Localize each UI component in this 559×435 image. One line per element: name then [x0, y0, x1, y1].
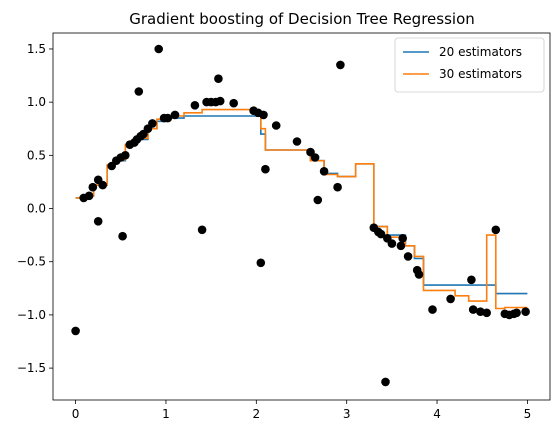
- data-point: [118, 231, 127, 241]
- x-tick-label: 5: [524, 407, 532, 421]
- data-point: [134, 87, 144, 96]
- x-tick-label: 4: [433, 407, 441, 421]
- data-point: [387, 239, 397, 248]
- legend-label-20-estimators: 20 estimators: [439, 45, 522, 59]
- y-tick-label: −0.5: [17, 255, 46, 269]
- data-point: [261, 164, 270, 174]
- data-point: [154, 44, 163, 54]
- plot-frame: [52, 32, 551, 401]
- series-line-30-estimators: [75, 108, 528, 310]
- data-point: [310, 153, 320, 162]
- data-point: [491, 225, 501, 235]
- y-tick-label: −1.5: [17, 361, 46, 375]
- y-tick-label: 0.5: [27, 148, 46, 162]
- data-point: [446, 294, 455, 304]
- data-point: [256, 258, 266, 268]
- x-tick-label: 3: [343, 407, 351, 421]
- legend: 20 estimators 30 estimators: [394, 37, 545, 93]
- data-point: [319, 167, 329, 176]
- y-tick-label: 0.0: [27, 202, 46, 216]
- data-point: [333, 182, 342, 192]
- data-point: [170, 110, 180, 120]
- data-point: [71, 326, 80, 336]
- data-point: [381, 377, 390, 387]
- data-point: [403, 252, 413, 261]
- x-axis: 0 1 2 3 4 5: [72, 400, 531, 421]
- data-point: [214, 74, 223, 83]
- y-tick-label: 1.5: [27, 42, 46, 56]
- data-point: [148, 119, 157, 128]
- data-point: [428, 305, 437, 314]
- data-point: [259, 110, 268, 120]
- y-tick-label: 1.0: [27, 95, 46, 109]
- data-point: [190, 101, 200, 110]
- legend-box: [394, 37, 545, 93]
- data-point: [467, 275, 476, 285]
- data-point: [482, 308, 492, 318]
- x-tick-label: 2: [252, 407, 260, 421]
- y-tick-label: −1.0: [17, 308, 46, 322]
- x-tick-label: 1: [162, 407, 170, 421]
- x-tick-label: 0: [72, 407, 80, 421]
- data-point: [396, 241, 406, 251]
- data-point: [84, 191, 94, 201]
- data-point: [88, 182, 98, 192]
- data-point: [292, 137, 302, 146]
- data-point: [197, 225, 207, 235]
- data-point: [521, 307, 530, 317]
- data-point: [93, 217, 103, 226]
- data-point: [313, 195, 323, 205]
- chart-title: Gradient boosting of Decision Tree Regre…: [129, 10, 475, 28]
- data-point: [398, 234, 408, 243]
- points-layer: [71, 44, 530, 387]
- data-point: [163, 113, 173, 123]
- data-point: [468, 305, 478, 314]
- data-point: [121, 151, 130, 160]
- data-point: [98, 180, 107, 190]
- y-axis: −1.5 −1.0 −0.5 0.0 0.5 1.0 1.5: [17, 42, 53, 375]
- data-point: [376, 229, 386, 239]
- data-point: [336, 60, 345, 70]
- legend-label-30-estimators: 30 estimators: [439, 67, 522, 81]
- data-point: [215, 96, 225, 106]
- data-point: [414, 270, 424, 279]
- data-point: [229, 98, 238, 108]
- data-point: [512, 308, 521, 318]
- data-point: [271, 121, 281, 130]
